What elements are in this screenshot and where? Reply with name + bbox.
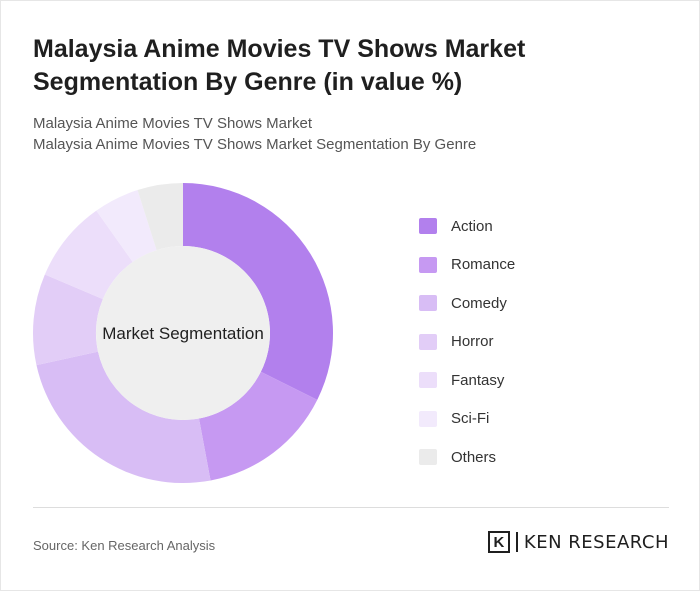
donut-slice-romance bbox=[198, 371, 318, 481]
donut-chart: Market Segmentation bbox=[33, 183, 333, 483]
brand-mark-icon: K bbox=[487, 531, 510, 553]
legend-swatch bbox=[419, 295, 437, 312]
chart-legend: Action Romance Comedy Horror Fantasy Sci-Fi Ot… bbox=[419, 207, 515, 477]
legend-item: Action bbox=[419, 207, 515, 246]
legend-swatch bbox=[419, 333, 437, 350]
legend-item: Comedy bbox=[419, 284, 515, 323]
brand-name: KEN RESEARCH bbox=[523, 531, 669, 553]
legend-item: Others bbox=[419, 438, 515, 477]
donut-slice-fantasy bbox=[44, 210, 133, 300]
legend-label: Others bbox=[451, 448, 497, 466]
source-note: Source: Ken Research Analysis bbox=[33, 538, 216, 553]
legend-label: Action bbox=[451, 217, 493, 235]
legend-label: Sci-Fi bbox=[451, 410, 490, 428]
legend-label: Romance bbox=[451, 256, 516, 274]
legend-label: Fantasy bbox=[451, 371, 505, 389]
donut-slice-others bbox=[137, 183, 183, 251]
legend-item: Romance bbox=[419, 246, 515, 285]
chart-subtitle-market: Malaysia Anime Movies TV Shows Market bbox=[33, 115, 312, 132]
donut-slice-horror bbox=[33, 274, 103, 366]
brand-logo: K KEN RESEARCH bbox=[487, 531, 669, 553]
chart-title: Malaysia Anime Movies TV Shows Market Se… bbox=[33, 35, 526, 96]
legend-item: Horror bbox=[419, 323, 515, 362]
donut-center-label: Market Segmentation bbox=[102, 324, 264, 343]
legend-label: Comedy bbox=[451, 294, 507, 312]
legend-swatch bbox=[419, 218, 437, 235]
legend-item: Sci-Fi bbox=[419, 400, 515, 439]
footer-divider bbox=[33, 507, 669, 508]
chart-subtitle-segmentation: Malaysia Anime Movies TV Shows Market Se… bbox=[33, 136, 477, 153]
legend-swatch bbox=[419, 372, 437, 389]
donut-slice-comedy bbox=[36, 351, 211, 483]
donut-center bbox=[96, 246, 270, 420]
brand-separator bbox=[515, 532, 518, 552]
donut-slices bbox=[33, 183, 333, 483]
legend-swatch bbox=[419, 256, 437, 273]
legend-label: Horror bbox=[451, 333, 494, 351]
legend-swatch bbox=[419, 410, 437, 427]
legend-swatch bbox=[419, 449, 437, 466]
legend-item: Fantasy bbox=[419, 361, 515, 400]
donut-slice-sci-fi bbox=[96, 190, 157, 262]
donut-slice-action bbox=[183, 183, 333, 400]
